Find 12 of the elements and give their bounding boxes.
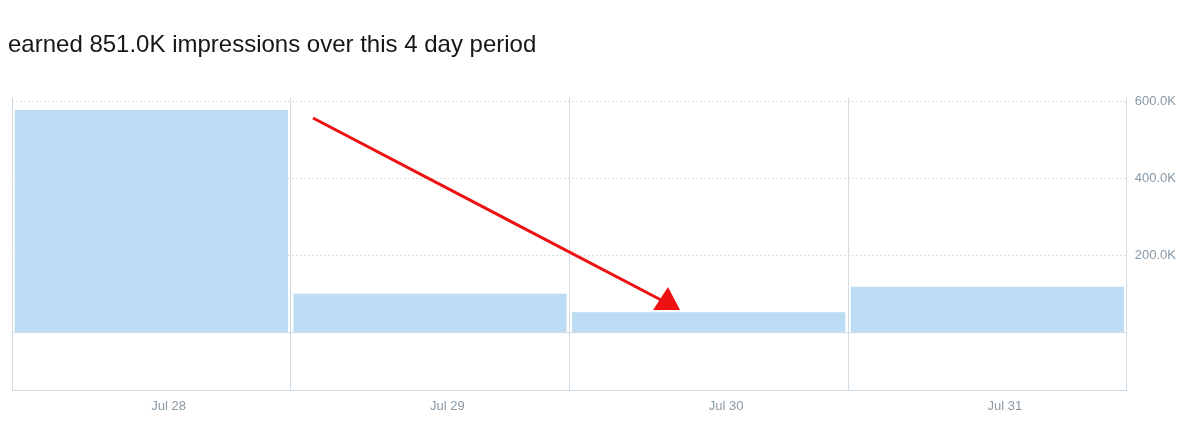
- y-tick-label: 600.0K: [1134, 93, 1177, 109]
- x-tick-label: Jul 31: [987, 397, 1023, 413]
- y-tick-label: 200.0K: [1134, 247, 1177, 263]
- x-tick-label: Jul 30: [708, 397, 744, 413]
- y-tick-label: 400.0K: [1134, 170, 1177, 186]
- bar: [293, 293, 567, 333]
- chart-title: earned 851.0K impressions over this 4 day period: [8, 29, 538, 59]
- bar: [14, 110, 288, 333]
- bar: [572, 312, 846, 333]
- x-tick-label: Jul 28: [151, 397, 187, 413]
- x-tick-label: Jul 29: [430, 397, 465, 413]
- bar: [850, 286, 1125, 333]
